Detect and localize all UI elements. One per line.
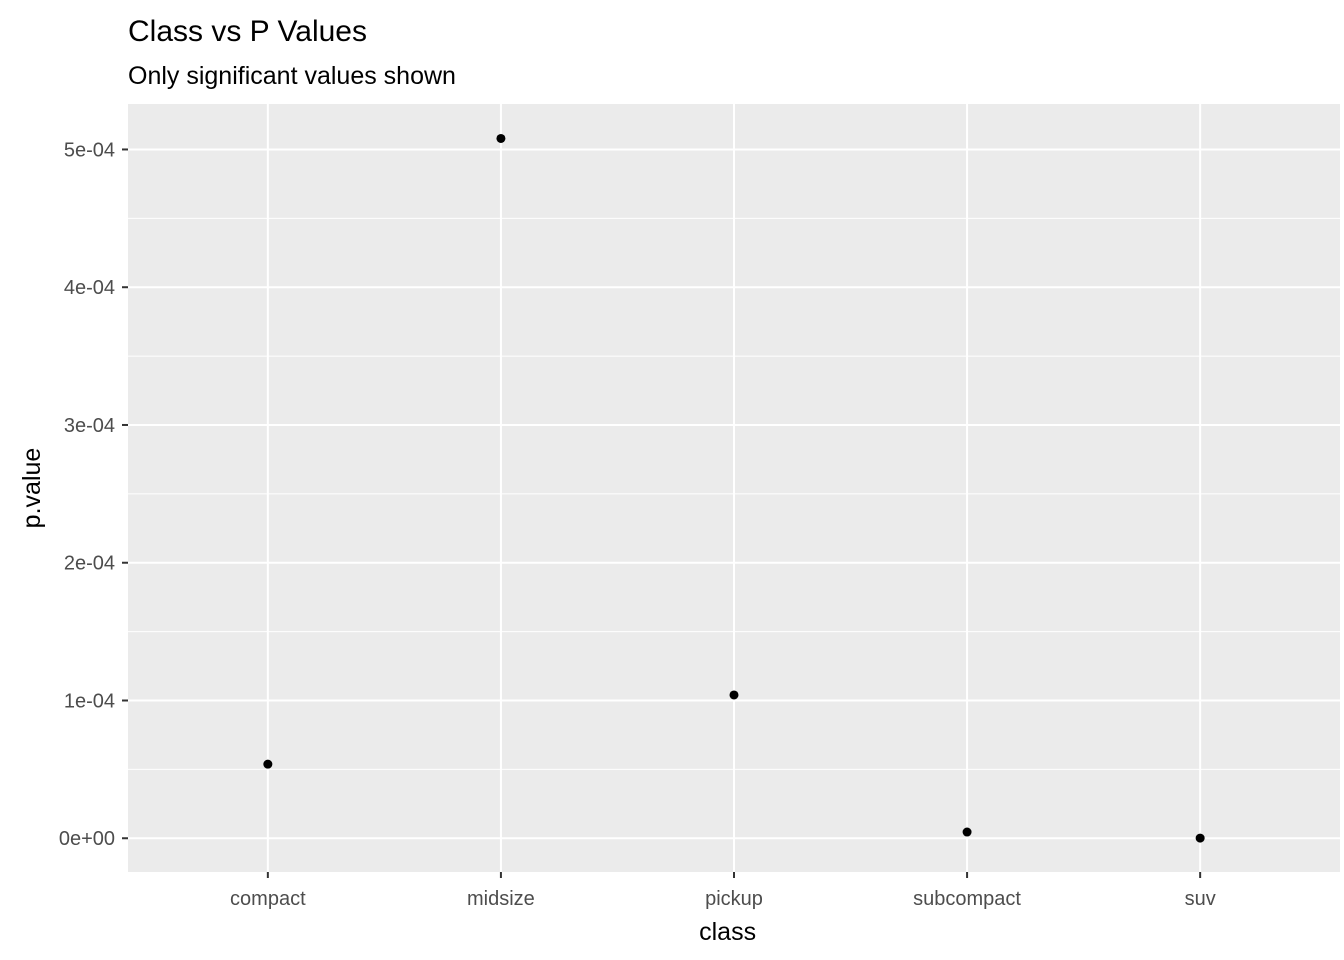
y-tick-label: 1e-04	[64, 690, 115, 712]
y-axis-title: p.value	[18, 448, 46, 529]
x-axis: compact midsize pickup subcompact suv	[230, 872, 1216, 910]
data-point-compact	[263, 759, 273, 769]
data-point-pickup	[729, 690, 739, 700]
major-gridlines	[128, 104, 1340, 872]
y-tick-label: 3e-04	[64, 415, 115, 437]
data-point-subcompact	[962, 827, 972, 837]
x-tick-label: compact	[230, 888, 306, 910]
y-tick-label: 2e-04	[64, 553, 115, 575]
y-tick-label: 0e+00	[59, 828, 115, 850]
x-axis-title: class	[699, 918, 756, 946]
x-tick-label: subcompact	[913, 888, 1021, 910]
x-tick-label: suv	[1185, 888, 1216, 910]
chart-title: Class vs P Values	[128, 15, 367, 48]
chart-subtitle: Only significant values shown	[128, 62, 456, 90]
x-tick-label: pickup	[705, 888, 763, 910]
data-point-midsize	[496, 133, 506, 143]
data-points	[263, 133, 1205, 843]
y-tick-label: 4e-04	[64, 277, 115, 299]
data-point-suv	[1195, 833, 1205, 843]
y-tick-label: 5e-04	[64, 139, 115, 161]
y-axis: 0e+00 1e-04 2e-04 3e-04 4e-04 5e-04	[59, 139, 128, 850]
x-tick-label: midsize	[467, 888, 535, 910]
